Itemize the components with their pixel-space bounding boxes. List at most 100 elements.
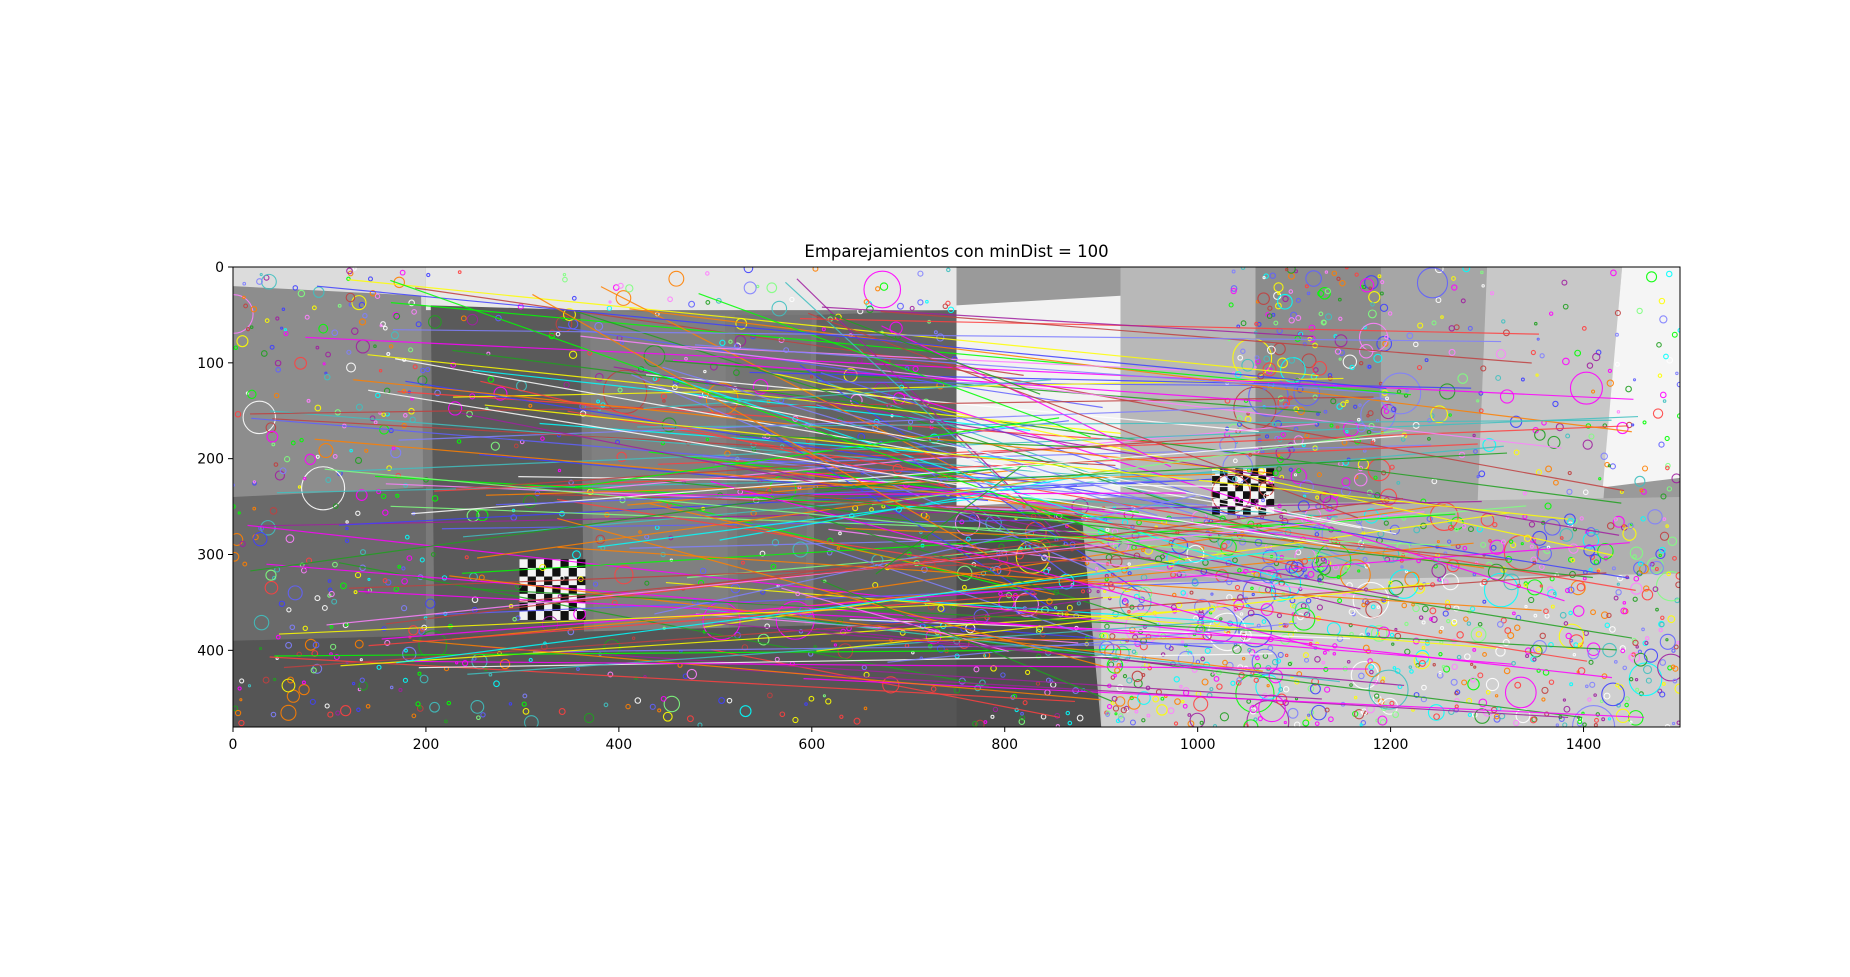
- keypoint-marker: [1436, 540, 1440, 544]
- keypoint-marker: [1189, 590, 1194, 595]
- keypoint-marker: [1644, 640, 1649, 646]
- keypoint-marker: [1109, 555, 1123, 568]
- keypoint-marker: [875, 286, 881, 292]
- keypoint-marker: [381, 412, 387, 417]
- match-line: [453, 377, 1344, 398]
- keypoint-marker: [1287, 707, 1299, 719]
- keypoint-marker: [404, 648, 408, 653]
- keypoint-marker: [392, 311, 400, 319]
- keypoint-marker: [1136, 691, 1151, 705]
- keypoint-marker: [273, 677, 277, 682]
- keypoint-marker: [401, 577, 408, 585]
- match-line: [739, 434, 1101, 448]
- keypoint-marker: [1657, 653, 1680, 682]
- keypoint-marker: [1180, 640, 1185, 644]
- keypoint-marker: [662, 399, 666, 403]
- keypoint-marker: [324, 371, 328, 375]
- keypoint-marker: [1400, 437, 1406, 442]
- match-line: [702, 455, 1207, 507]
- keypoint-marker: [1338, 316, 1343, 321]
- keypoint-marker: [917, 299, 924, 306]
- match-line: [608, 492, 1187, 496]
- keypoint-marker: [1232, 458, 1238, 464]
- keypoint-marker: [278, 600, 286, 607]
- keypoint-marker: [1603, 692, 1611, 700]
- keypoint-marker: [1553, 591, 1557, 596]
- keypoint-marker: [1306, 291, 1311, 296]
- keypoint-marker: [1500, 539, 1506, 545]
- keypoint-marker: [375, 392, 381, 399]
- keypoint-marker: [1276, 612, 1283, 619]
- keypoint-marker: [1586, 362, 1594, 369]
- keypoint-marker: [660, 695, 667, 702]
- keypoint-marker: [1514, 624, 1521, 631]
- keypoint-marker: [298, 683, 310, 696]
- keypoint-marker: [418, 628, 425, 635]
- keypoint-marker: [1478, 470, 1486, 478]
- keypoint-marker: [1106, 657, 1124, 674]
- keypoint-marker: [1305, 270, 1322, 287]
- keypoint-marker: [1240, 267, 1246, 271]
- keypoint-marker: [1562, 357, 1570, 366]
- keypoint-marker: [1020, 711, 1024, 716]
- keypoint-marker: [1622, 665, 1628, 671]
- keypoint-marker: [1372, 694, 1382, 704]
- keypoint-marker: [643, 345, 666, 367]
- keypoint-marker: [1609, 626, 1616, 633]
- keypoint-marker: [1233, 607, 1238, 613]
- keypoint-marker: [1370, 440, 1375, 445]
- keypoint-marker: [1665, 465, 1670, 471]
- keypoint-marker: [369, 290, 377, 297]
- keypoint-marker: [1368, 291, 1381, 304]
- keypoint-marker: [1254, 498, 1259, 504]
- keypoint-marker: [1080, 589, 1086, 594]
- match-line: [762, 497, 1633, 639]
- keypoint-marker: [1267, 305, 1273, 311]
- keypoint-marker: [1659, 633, 1676, 650]
- keypoint-marker: [1533, 613, 1538, 618]
- keypoint-marker: [1666, 356, 1674, 364]
- keypoint-marker: [1676, 640, 1680, 645]
- keypoint-marker: [1277, 293, 1293, 310]
- keypoint-marker: [408, 299, 415, 307]
- keypoint-marker: [667, 296, 673, 303]
- keypoint-marker: [1496, 621, 1504, 628]
- keypoint-marker: [1280, 431, 1286, 438]
- match-line: [435, 577, 1310, 616]
- keypoint-marker: [1240, 348, 1246, 354]
- keypoint-marker: [1362, 556, 1368, 562]
- keypoint-marker: [603, 702, 609, 708]
- keypoint-marker: [260, 520, 276, 536]
- keypoint-marker: [1126, 677, 1133, 684]
- keypoint-marker: [1232, 644, 1242, 655]
- keypoint-marker: [417, 375, 428, 386]
- keypoint-marker: [381, 626, 387, 632]
- keypoint-marker: [1559, 528, 1574, 542]
- keypoint-marker: [1438, 671, 1442, 675]
- y-axis: 0 100 200 300 400: [197, 260, 233, 659]
- keypoint-marker: [1499, 389, 1515, 404]
- match-line: [875, 464, 1024, 575]
- keypoint-marker: [1590, 609, 1597, 616]
- keypoint-marker: [378, 369, 383, 373]
- keypoint-marker: [1181, 699, 1185, 704]
- keypoint-marker: [1586, 527, 1596, 537]
- keypoint-marker: [1263, 492, 1271, 500]
- keypoint-marker: [631, 636, 636, 640]
- match-line: [358, 590, 1314, 641]
- keypoint-marker: [1622, 526, 1637, 541]
- keypoint-marker: [355, 489, 368, 502]
- match-line: [472, 588, 1617, 651]
- keypoint-marker: [741, 644, 749, 651]
- keypoint-marker: [1431, 320, 1437, 326]
- keypoint-marker: [1563, 705, 1571, 713]
- keypoint-marker: [1180, 590, 1186, 596]
- left-frame-ceiling-right: [425, 267, 957, 311]
- keypoint-marker: [1478, 390, 1484, 396]
- keypoint-marker: [615, 290, 632, 306]
- keypoint-marker: [332, 453, 338, 459]
- keypoint-marker: [1593, 559, 1600, 565]
- keypoint-marker: [1568, 610, 1573, 616]
- keypoint-marker: [1429, 617, 1434, 622]
- keypoint-marker: [376, 489, 382, 495]
